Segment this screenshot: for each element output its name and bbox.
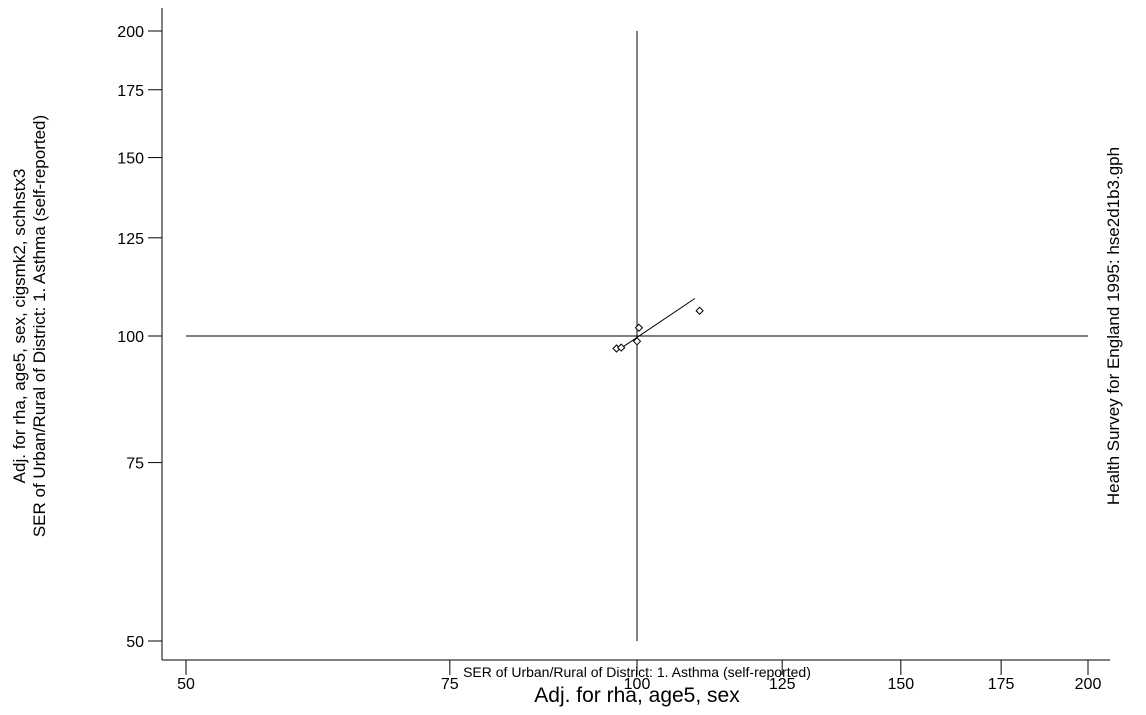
x-tick-label: 100 [624, 676, 651, 693]
fit-line-group [616, 298, 696, 352]
data-point [632, 337, 642, 346]
data-point [634, 323, 644, 332]
x-tick-label: 150 [887, 676, 914, 693]
reference-lines [186, 31, 1088, 641]
x-tick-label: 125 [769, 676, 796, 693]
x-axis-subtitle: Adj. for rha, age5, sex [534, 684, 740, 707]
y-tick-label: 150 [117, 151, 144, 168]
y-axis-title: SER of Urban/Rural of District: 1. Asthm… [30, 115, 49, 537]
data-points [612, 306, 704, 353]
y-tick-label: 175 [117, 83, 144, 100]
y-axis-subtitle: Adj. for rha, age5, sex, cigsmk2, schhst… [10, 169, 29, 484]
x-tick-label: 50 [177, 676, 195, 693]
y-tick-label: 200 [117, 24, 144, 41]
data-point [695, 306, 704, 315]
x-tick-label: 175 [988, 676, 1015, 693]
data-point [616, 343, 626, 352]
axes: 50 75 100 125 150 175 200 50 75 100 125 150 175 200 [117, 8, 1110, 693]
side-note: Health Survey for England 1995: hse2d1b3… [1104, 147, 1123, 505]
y-tick-label: 125 [117, 231, 144, 248]
fit-line [616, 298, 696, 352]
y-tick-label: 100 [117, 329, 144, 346]
y-tick-label: 50 [126, 634, 144, 651]
x-tick-label: 200 [1075, 676, 1102, 693]
x-tick-label: 75 [441, 676, 459, 693]
y-tick-label: 75 [126, 456, 144, 473]
x-axis-title: SER of Urban/Rural of District: 1. Asthm… [463, 664, 811, 680]
